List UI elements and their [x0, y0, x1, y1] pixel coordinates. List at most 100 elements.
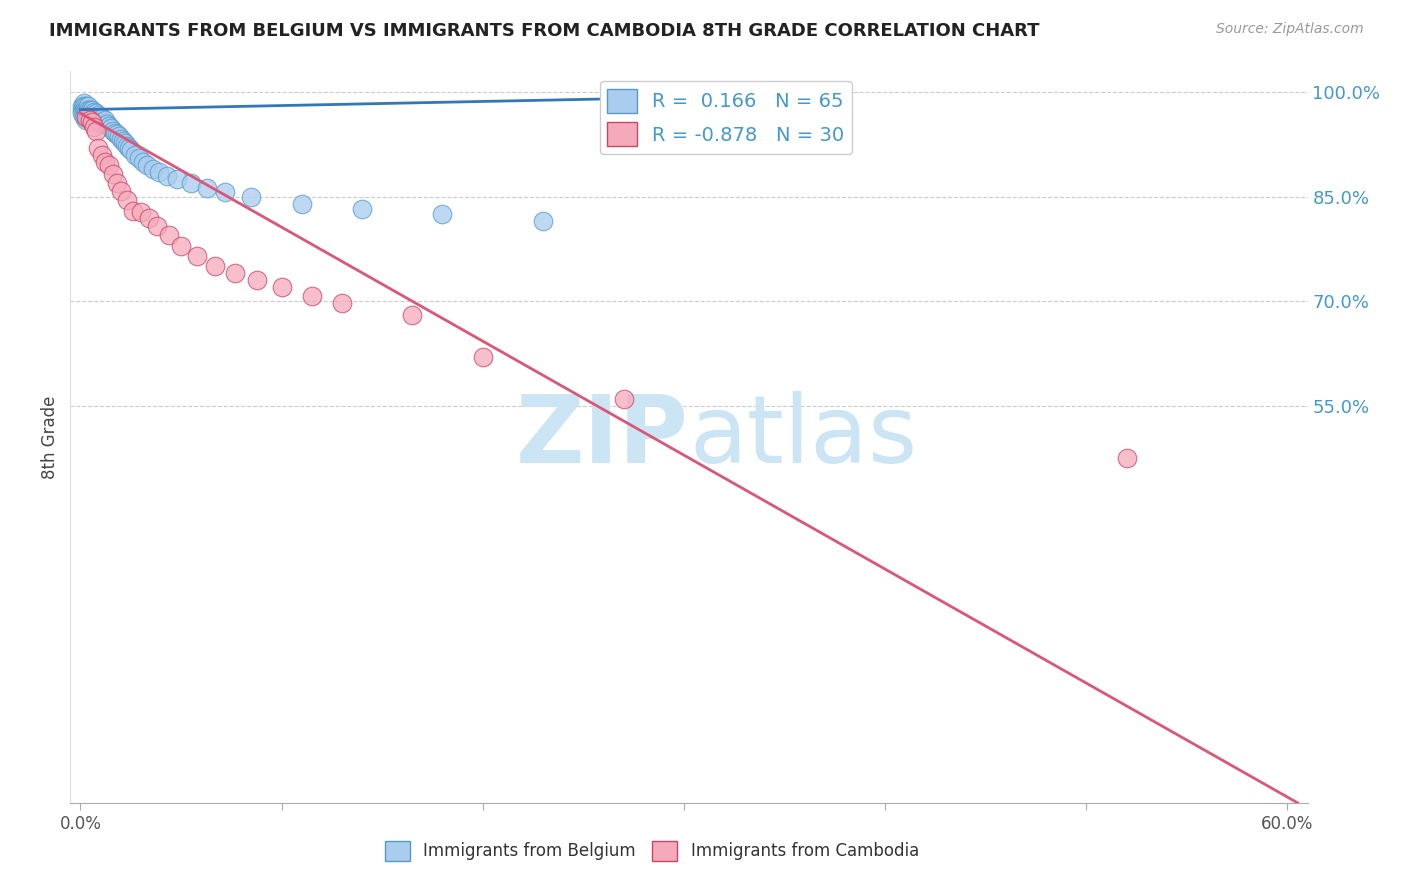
- Point: [87, 141, 110, 155]
- Point: [82, 103, 104, 117]
- Point: [72, 103, 94, 117]
- Point: [101, 168, 124, 182]
- Point: [91, 117, 114, 131]
- Point: [87, 107, 110, 121]
- Point: [75, 113, 97, 128]
- Point: [146, 219, 169, 233]
- Point: [83, 120, 105, 134]
- Point: [643, 94, 665, 108]
- Point: [124, 148, 146, 162]
- Point: [270, 280, 292, 294]
- Point: [83, 110, 105, 124]
- Legend: Immigrants from Belgium, Immigrants from Cambodia: Immigrants from Belgium, Immigrants from…: [378, 834, 925, 868]
- Point: [401, 308, 423, 322]
- Point: [103, 126, 125, 140]
- Point: [471, 350, 494, 364]
- Point: [86, 111, 108, 125]
- Text: IMMIGRANTS FROM BELGIUM VS IMMIGRANTS FROM CAMBODIA 8TH GRADE CORRELATION CHART: IMMIGRANTS FROM BELGIUM VS IMMIGRANTS FR…: [49, 22, 1039, 40]
- Point: [186, 249, 208, 263]
- Point: [114, 136, 136, 150]
- Point: [75, 110, 97, 124]
- Point: [87, 113, 110, 128]
- Point: [157, 228, 180, 243]
- Point: [86, 106, 108, 120]
- Point: [156, 169, 179, 183]
- Point: [73, 99, 96, 113]
- Point: [110, 132, 132, 146]
- Text: Source: ZipAtlas.com: Source: ZipAtlas.com: [1216, 22, 1364, 37]
- Point: [683, 88, 706, 103]
- Point: [224, 266, 246, 280]
- Point: [72, 106, 94, 120]
- Point: [82, 114, 104, 128]
- Point: [214, 185, 236, 199]
- Point: [79, 103, 101, 117]
- Point: [110, 184, 132, 198]
- Point: [1115, 450, 1137, 465]
- Point: [83, 104, 105, 119]
- Point: [105, 127, 128, 141]
- Point: [115, 193, 138, 207]
- Point: [128, 152, 150, 166]
- Point: [75, 110, 97, 124]
- Point: [107, 129, 129, 144]
- Point: [111, 134, 134, 148]
- Point: [97, 119, 120, 133]
- Point: [82, 112, 104, 126]
- Point: [170, 238, 193, 252]
- Point: [77, 99, 100, 113]
- Point: [432, 207, 454, 221]
- Point: [77, 106, 100, 120]
- Y-axis label: 8th Grade: 8th Grade: [41, 395, 59, 479]
- Point: [75, 106, 97, 120]
- Point: [73, 103, 96, 117]
- Point: [105, 176, 128, 190]
- Point: [73, 106, 96, 120]
- Point: [91, 148, 114, 162]
- Point: [100, 121, 122, 136]
- Point: [148, 165, 170, 179]
- Point: [120, 143, 142, 157]
- Point: [180, 176, 202, 190]
- Point: [166, 172, 188, 186]
- Point: [73, 95, 96, 110]
- Point: [93, 113, 115, 128]
- Point: [97, 158, 120, 172]
- Point: [72, 99, 94, 113]
- Point: [79, 110, 101, 124]
- Point: [330, 295, 353, 310]
- Point: [115, 139, 138, 153]
- Point: [91, 111, 114, 125]
- Text: ZIP: ZIP: [516, 391, 689, 483]
- Point: [195, 180, 218, 194]
- Point: [142, 161, 165, 176]
- Point: [77, 110, 100, 124]
- Point: [135, 158, 157, 172]
- Point: [291, 196, 314, 211]
- Point: [75, 103, 97, 117]
- Point: [82, 107, 104, 121]
- Point: [129, 205, 152, 219]
- Point: [75, 99, 97, 113]
- Point: [204, 260, 226, 274]
- Point: [79, 113, 101, 128]
- Point: [89, 110, 111, 124]
- Point: [531, 214, 554, 228]
- Point: [101, 123, 124, 137]
- Point: [93, 155, 115, 169]
- Point: [301, 288, 323, 302]
- Point: [132, 155, 155, 169]
- Point: [117, 141, 139, 155]
- Point: [96, 117, 118, 131]
- Point: [77, 103, 100, 117]
- Point: [240, 190, 263, 204]
- Point: [121, 203, 143, 218]
- Point: [79, 106, 101, 120]
- Point: [246, 273, 269, 287]
- Point: [73, 110, 96, 124]
- Text: atlas: atlas: [689, 391, 917, 483]
- Point: [350, 202, 373, 216]
- Point: [86, 123, 108, 137]
- Point: [612, 392, 634, 406]
- Point: [89, 114, 111, 128]
